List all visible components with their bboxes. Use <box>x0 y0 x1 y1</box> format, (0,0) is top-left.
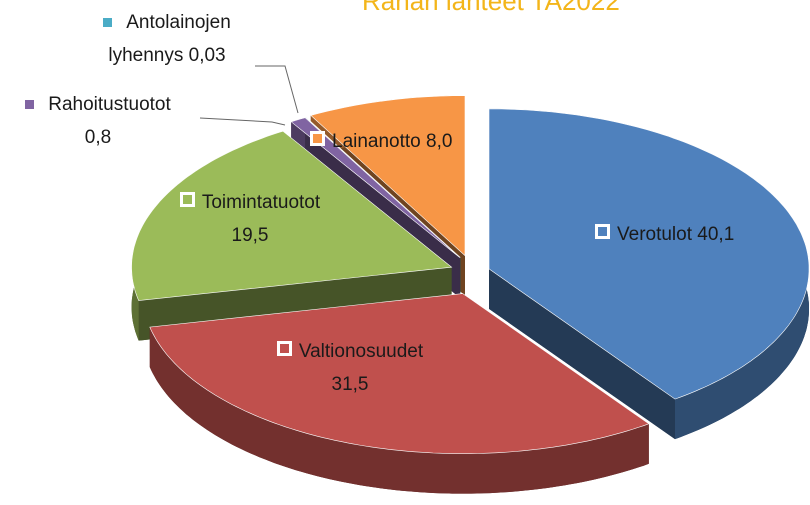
slice-side <box>489 268 675 440</box>
slice <box>149 293 650 454</box>
legend-marker <box>25 100 35 109</box>
slice <box>305 116 461 258</box>
value-label: 8,0 <box>426 131 453 152</box>
slice <box>310 95 466 257</box>
data-label: Toimintatuotot 19,5 <box>140 186 360 252</box>
category-label: Rahoitustuotot <box>48 94 171 115</box>
value-label: 0,8 <box>84 127 112 148</box>
legend-marker <box>276 341 292 356</box>
category-label: Lainanotto <box>332 131 421 152</box>
category-label: Antolainojen lyhennys <box>108 12 231 66</box>
value-label: 19,5 <box>231 225 269 246</box>
category-label: Valtionosuudet <box>298 341 424 362</box>
category-label: Toimintatuotot <box>201 192 321 213</box>
data-label: Valtionosuudet 31,5 <box>230 335 470 401</box>
data-label: Lainanotto 8,0 <box>310 125 510 158</box>
chart-title: Rahan lähteet TA2022 <box>362 0 620 16</box>
legend-marker <box>595 224 610 239</box>
legend-marker <box>179 192 195 207</box>
value-label: 0,03 <box>188 45 226 66</box>
leader-line <box>199 117 286 126</box>
slice <box>488 108 810 400</box>
category-label: Verotulot <box>617 224 692 245</box>
value-label: 31,5 <box>331 374 369 395</box>
value-label: 40,1 <box>697 224 735 245</box>
legend-marker <box>310 131 325 146</box>
data-label: Verotulot 40,1 <box>595 218 810 251</box>
data-label: Rahoitustuotot 0,8 <box>8 88 188 154</box>
data-label: Antolainojen lyhennys 0,03 <box>72 6 262 72</box>
legend-marker <box>103 18 113 27</box>
slice-wall <box>149 327 649 494</box>
slice <box>131 130 453 301</box>
leader-line <box>255 65 299 114</box>
